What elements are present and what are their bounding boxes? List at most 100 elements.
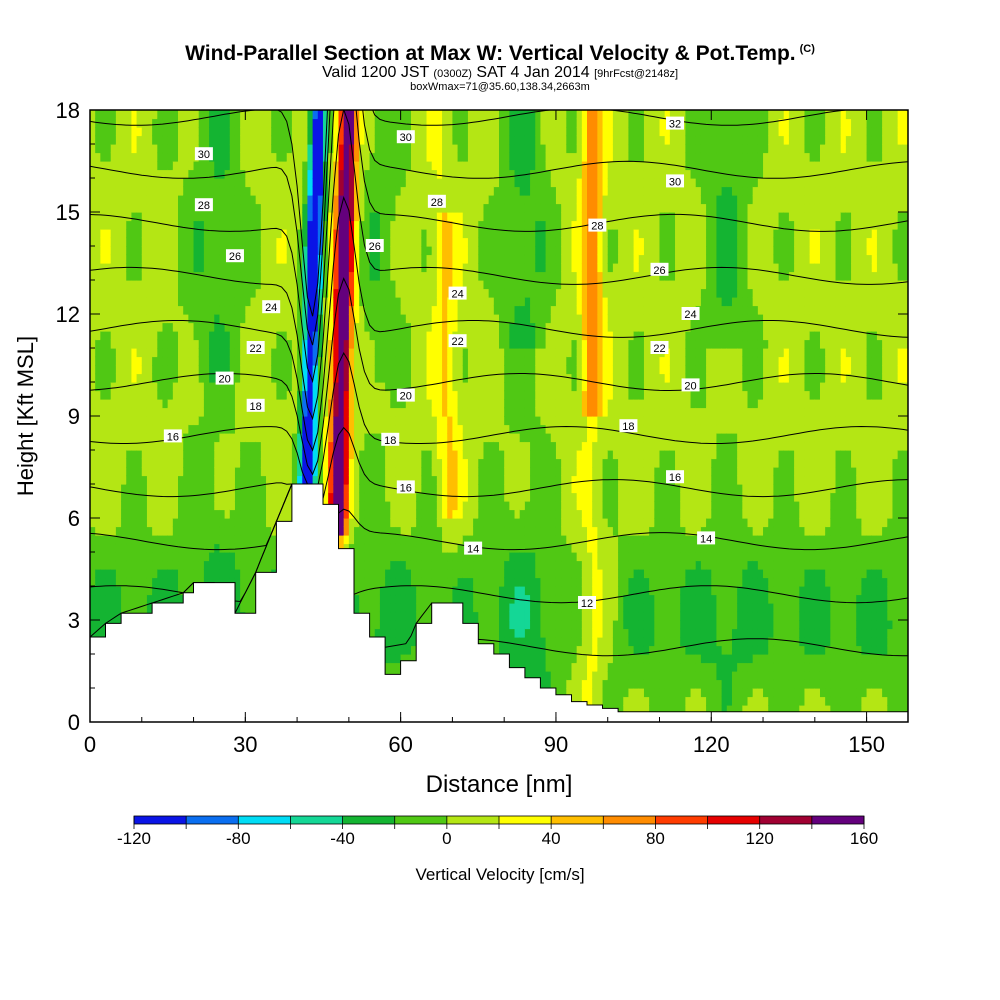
velocity-cell xyxy=(110,509,117,519)
velocity-cell xyxy=(203,509,210,519)
velocity-cell xyxy=(281,246,288,256)
velocity-cell xyxy=(374,220,381,230)
velocity-cell xyxy=(307,118,314,128)
velocity-cell xyxy=(255,475,262,485)
velocity-cell xyxy=(369,373,376,383)
velocity-cell xyxy=(229,203,236,213)
velocity-cell xyxy=(426,220,433,230)
velocity-cell xyxy=(178,526,184,536)
velocity-cell xyxy=(302,144,309,154)
velocity-cell xyxy=(198,407,205,417)
velocity-cell xyxy=(338,314,345,324)
velocity-cell xyxy=(183,348,189,358)
velocity-cell xyxy=(385,339,391,349)
velocity-cell xyxy=(157,492,164,502)
velocity-cell xyxy=(286,161,293,171)
velocity-cell xyxy=(115,467,122,477)
velocity-cell xyxy=(250,365,257,375)
velocity-cell xyxy=(136,586,143,596)
velocity-cell xyxy=(172,416,179,426)
velocity-cell xyxy=(390,560,397,570)
velocity-cell xyxy=(198,356,205,366)
velocity-cell xyxy=(198,509,205,519)
velocity-cell xyxy=(209,416,215,426)
velocity-cell xyxy=(100,382,107,392)
velocity-cell xyxy=(343,118,350,128)
velocity-cell xyxy=(364,169,371,179)
velocity-cell xyxy=(229,467,236,477)
velocity-cell xyxy=(214,484,221,494)
velocity-cell xyxy=(431,526,438,536)
velocity-cell xyxy=(364,441,371,451)
velocity-cell xyxy=(354,526,360,536)
velocity-cell xyxy=(203,399,210,409)
velocity-cell xyxy=(385,611,391,621)
velocity-cell xyxy=(260,390,267,400)
velocity-cell xyxy=(390,492,397,502)
velocity-cell xyxy=(426,382,433,392)
velocity-cell xyxy=(354,127,360,137)
velocity-cell xyxy=(203,424,210,434)
velocity-cell xyxy=(416,450,422,460)
velocity-cell xyxy=(250,220,257,230)
velocity-cell xyxy=(400,433,407,443)
velocity-cell xyxy=(255,484,262,494)
velocity-cell xyxy=(229,178,236,188)
velocity-cell xyxy=(110,552,117,562)
velocity-cell xyxy=(126,407,133,417)
velocity-cell xyxy=(431,229,438,239)
velocity-cell xyxy=(307,288,314,298)
velocity-cell xyxy=(131,433,138,443)
velocity-cell xyxy=(203,416,210,426)
velocity-cell xyxy=(260,518,267,528)
velocity-cell xyxy=(385,416,391,426)
velocity-cell xyxy=(369,297,376,307)
velocity-cell xyxy=(255,246,262,256)
velocity-cell xyxy=(281,178,288,188)
velocity-cell xyxy=(250,475,257,485)
velocity-cell xyxy=(126,594,133,604)
velocity-cell xyxy=(90,237,96,247)
velocity-cell xyxy=(442,416,448,426)
velocity-cell xyxy=(286,501,293,511)
velocity-cell xyxy=(229,348,236,358)
velocity-cell xyxy=(240,365,246,375)
velocity-cell xyxy=(343,127,350,137)
velocity-cell xyxy=(390,365,397,375)
chart-subtitle: Valid 1200 JST (0300Z) SAT 4 Jan 2014 [9… xyxy=(0,65,1000,82)
velocity-cell xyxy=(234,127,241,137)
velocity-cell xyxy=(105,229,112,239)
velocity-cell xyxy=(271,458,277,468)
velocity-cell xyxy=(250,288,257,298)
velocity-cell xyxy=(369,526,376,536)
velocity-cell xyxy=(364,322,371,332)
velocity-cell xyxy=(90,475,96,485)
velocity-cell xyxy=(271,322,277,332)
velocity-cell xyxy=(405,237,412,247)
velocity-cell xyxy=(416,433,422,443)
velocity-cell xyxy=(276,322,283,332)
velocity-cell xyxy=(400,356,407,366)
velocity-cell xyxy=(141,382,148,392)
velocity-cell xyxy=(322,441,329,451)
velocity-cell xyxy=(152,314,158,324)
velocity-cell xyxy=(172,212,179,222)
velocity-cell xyxy=(260,169,267,179)
velocity-cell xyxy=(157,526,164,536)
velocity-cell xyxy=(286,229,293,239)
velocity-cell xyxy=(421,271,428,281)
velocity-cell xyxy=(198,314,205,324)
velocity-cell xyxy=(348,322,355,332)
velocity-cell xyxy=(152,288,158,298)
velocity-cell xyxy=(348,118,355,128)
velocity-cell xyxy=(421,433,428,443)
velocity-cell xyxy=(234,475,241,485)
velocity-cell xyxy=(240,382,246,392)
velocity-cell xyxy=(385,458,391,468)
velocity-cell xyxy=(338,322,345,332)
velocity-cell xyxy=(198,169,205,179)
velocity-cell xyxy=(359,152,365,162)
velocity-cell xyxy=(100,110,107,120)
velocity-cell xyxy=(442,390,448,400)
velocity-cell xyxy=(255,450,262,460)
